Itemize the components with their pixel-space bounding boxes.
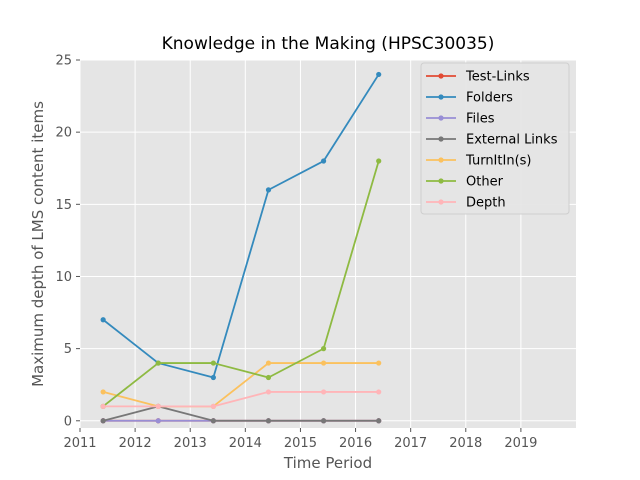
x-tick-label: 2014 <box>229 436 262 451</box>
series-line <box>102 73 380 379</box>
x-tick-label: 2018 <box>449 436 482 451</box>
data-point <box>265 389 272 395</box>
data-point <box>155 418 161 424</box>
legend: Test-Links Folders Files External Links Turn… <box>420 62 570 215</box>
y-tick-label: 15 <box>55 198 72 213</box>
data-point <box>100 317 106 323</box>
legend-box <box>420 62 570 215</box>
data-point <box>265 187 272 193</box>
data-point <box>320 418 327 424</box>
legend-item: Test-Links <box>426 70 530 85</box>
chart-title: Knowledge in the Making (HPSC30035) <box>162 34 495 54</box>
data-point <box>210 374 216 381</box>
x-tick-label: 2017 <box>394 436 427 451</box>
grid <box>79 59 576 428</box>
data-point <box>376 71 382 78</box>
data-point <box>155 360 161 366</box>
data-point <box>376 158 382 164</box>
data-point <box>210 403 216 409</box>
x-tick-label: 2012 <box>119 436 152 451</box>
data-point <box>210 360 216 366</box>
data-point <box>155 403 161 409</box>
legend-label: Depth <box>466 196 506 211</box>
x-tick-label: 2019 <box>504 436 537 451</box>
series-line <box>102 362 379 408</box>
data-point <box>100 418 106 424</box>
series-line <box>102 405 379 422</box>
legend-marker-icon <box>438 73 444 79</box>
data-point <box>320 346 327 352</box>
data-point <box>265 374 272 381</box>
y-tick-label: 0 <box>64 414 72 429</box>
legend-marker-icon <box>438 136 444 142</box>
series <box>100 71 382 424</box>
legend-marker-icon <box>438 115 444 121</box>
legend-label: External Links <box>466 133 558 148</box>
tick-labels: 2011 2012 2013 2014 2015 2016 2017 2018 20190510… <box>55 54 537 452</box>
legend-label: Test-Links <box>465 70 530 85</box>
data-point <box>376 389 382 395</box>
data-point <box>376 360 382 366</box>
data-point <box>320 389 327 395</box>
data-point <box>210 418 216 424</box>
x-axis-label: Time Period <box>283 454 372 472</box>
series-line <box>102 160 380 408</box>
data-point <box>265 418 272 424</box>
y-tick-label: 10 <box>55 270 72 285</box>
legend-label: Files <box>466 112 495 127</box>
x-tick-label: 2015 <box>284 436 317 451</box>
data-point <box>376 418 382 424</box>
y-tick-label: 20 <box>55 126 72 141</box>
legend-label: TurnItIn(s) <box>465 154 531 169</box>
series-turnitin-s- <box>100 360 382 409</box>
legend-label: Folders <box>466 91 513 106</box>
legend-marker-icon <box>438 94 444 100</box>
data-point <box>100 403 106 409</box>
legend-item: TurnItIn(s) <box>426 154 531 169</box>
legend-item: Depth <box>426 196 506 211</box>
legend-label: Other <box>466 175 504 190</box>
x-tick-label: 2011 <box>63 436 96 451</box>
legend-item: Folders <box>426 91 513 106</box>
data-point <box>265 360 272 366</box>
y-axis-label: Maximum depth of LMS content items <box>29 101 47 387</box>
y-tick-label: 5 <box>64 342 72 357</box>
legend-marker-icon <box>438 199 444 205</box>
x-tick-label: 2016 <box>339 436 372 451</box>
y-tick-label: 25 <box>55 54 72 69</box>
data-point <box>100 389 106 395</box>
legend-item: Other <box>426 175 504 190</box>
series-line <box>103 391 379 408</box>
series-depth <box>100 389 382 409</box>
legend-item: External Links <box>426 133 558 148</box>
x-tick-label: 2013 <box>174 436 207 451</box>
legend-item: Files <box>426 112 495 127</box>
legend-marker-icon <box>438 178 444 184</box>
legend-marker-icon <box>438 157 444 163</box>
data-point <box>320 360 327 366</box>
data-point <box>320 158 327 164</box>
